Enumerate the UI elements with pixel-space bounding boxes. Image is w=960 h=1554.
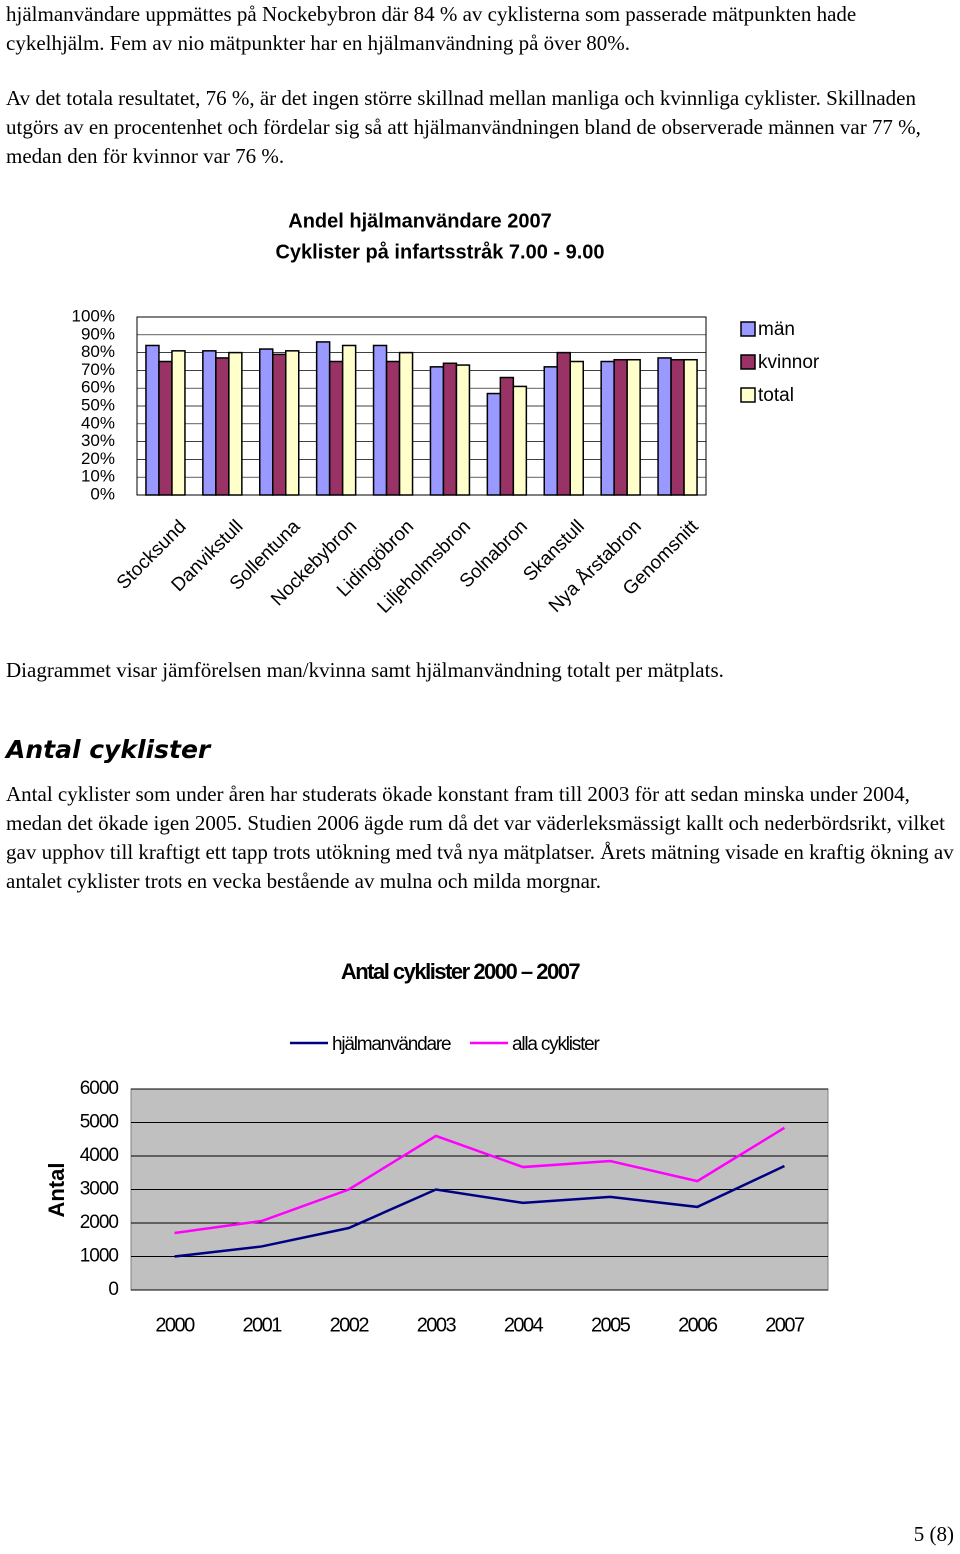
line [174, 1126, 786, 1235]
y-tick-label: 5000 [80, 1112, 119, 1133]
y-tick-label: 40% [81, 413, 115, 432]
x-tick-label: 2004 [504, 1314, 544, 1336]
y-tick-label: 4000 [80, 1145, 119, 1166]
bar [398, 351, 414, 496]
bar [556, 351, 571, 496]
y-axis-label: Antal [44, 1163, 69, 1218]
bar [613, 358, 628, 496]
x-tick-label: 2001 [242, 1314, 282, 1336]
bar [372, 344, 388, 496]
y-tick-label: 80% [81, 342, 115, 361]
y-tick-label: 6000 [80, 1078, 119, 1099]
y-tick-label: 100% [72, 306, 115, 325]
legend-swatch [740, 321, 756, 337]
bar [670, 358, 685, 496]
bar [259, 348, 274, 496]
y-tick-label: 0 [108, 1279, 118, 1300]
x-tick-label: 2005 [591, 1314, 631, 1336]
bar [315, 341, 331, 496]
bar [215, 357, 230, 496]
bar [455, 364, 471, 496]
bar [145, 344, 160, 496]
caption: Diagrammet visar jämförelsen man/kvinna … [6, 658, 724, 682]
bar [626, 358, 641, 496]
y-tick-label: 30% [81, 431, 115, 450]
bar [228, 351, 243, 496]
plot-border [136, 316, 707, 496]
legend-label: kvinnor [758, 352, 820, 373]
legend-swatch [740, 387, 756, 403]
y-tick-label: 1000 [80, 1246, 119, 1267]
bar [385, 360, 401, 496]
bar [442, 362, 458, 496]
bar [499, 376, 515, 496]
legend-label: hjälmanvändare [332, 1034, 451, 1055]
paragraph: Av det totala resultatet, 76 %, är det i… [6, 86, 921, 168]
bar [202, 350, 217, 496]
y-tick-label: 60% [81, 378, 115, 397]
bar [158, 360, 173, 496]
y-tick-label: 50% [81, 395, 115, 414]
legend-label: alla cyklister [512, 1034, 601, 1055]
bar [683, 358, 698, 496]
paragraph: hjälmanvändare uppmättes på Nockebybron … [6, 2, 857, 55]
y-tick-label: 20% [81, 449, 115, 468]
line [174, 1164, 785, 1258]
bar [543, 366, 558, 496]
x-tick-label: 2006 [678, 1314, 718, 1336]
bar [569, 360, 584, 496]
bar [600, 360, 615, 496]
y-tick-label: 90% [81, 324, 115, 343]
chart-title: Andel hjälmanvändare 2007 [288, 210, 551, 232]
legend-label: total [758, 385, 794, 406]
legend-swatch [740, 354, 756, 370]
bar [171, 350, 186, 496]
paragraph: Antal cyklister som under åren har stude… [6, 782, 954, 893]
bar [512, 385, 528, 496]
x-tick-label: 2000 [155, 1314, 195, 1336]
bar [272, 353, 287, 496]
heading: Antal cyklister [6, 735, 211, 764]
x-tick-label: 2003 [417, 1314, 457, 1336]
y-tick-label: 70% [81, 360, 115, 379]
y-tick-label: 2000 [80, 1212, 119, 1233]
bar [285, 350, 300, 496]
bar [429, 366, 445, 496]
chart-subtitle: Cyklister på infartsstråk 7.00 - 9.00 [275, 240, 604, 263]
x-tick-label: 2002 [330, 1314, 370, 1336]
page-number: 5 (8) [913, 1522, 954, 1546]
y-tick-label: 3000 [80, 1179, 119, 1200]
bar [486, 392, 502, 496]
legend-label: män [758, 319, 795, 340]
y-tick-label: 0% [90, 484, 115, 503]
bar [657, 357, 672, 496]
bar [341, 344, 357, 496]
bar [328, 360, 344, 496]
y-tick-label: 10% [81, 467, 115, 486]
x-tick-label: 2007 [765, 1314, 805, 1336]
chart-title: Antal cyklister 2000 – 2007 [341, 959, 581, 984]
